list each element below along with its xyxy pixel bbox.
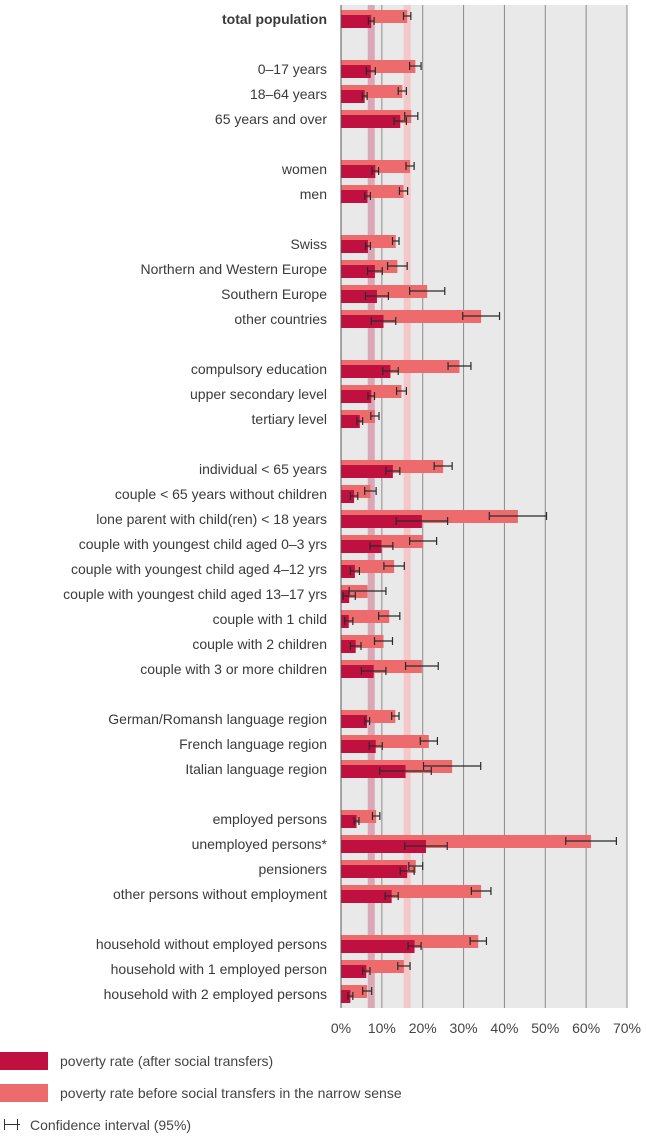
legend-swatch-before: [0, 1084, 48, 1102]
plot-background: [341, 5, 627, 1008]
x-tick-label-30: 30%: [450, 1020, 478, 1036]
category-label-20: couple with 2 children: [192, 636, 327, 652]
legend-item-ci: Confidence interval (95%): [0, 1114, 191, 1136]
category-label-15: lone parent with child(ren) < 18 years: [96, 511, 327, 527]
category-label-7: Northern and Western Europe: [140, 261, 327, 277]
category-label-26: unemployed persons*: [192, 836, 328, 852]
category-label-3: 65 years and over: [215, 111, 327, 127]
category-label-0: total population: [222, 11, 327, 27]
category-label-2: 18–64 years: [250, 86, 327, 102]
bar-after-28: [341, 890, 392, 903]
x-tick-label-70: 70%: [613, 1020, 641, 1036]
bar-after-3: [341, 115, 400, 128]
x-tick-label-0: 0%: [331, 1020, 351, 1036]
category-label-9: other countries: [234, 311, 327, 327]
category-label-5: men: [300, 186, 327, 202]
bar-after-6: [341, 240, 368, 253]
category-label-28: other persons without employment: [113, 886, 327, 902]
legend-swatch-after: [0, 1052, 48, 1070]
bar-after-4: [341, 165, 375, 178]
category-label-31: household with 2 employed persons: [104, 986, 327, 1002]
bar-after-5: [341, 190, 368, 203]
bar-after-11: [341, 390, 371, 403]
legend-item-after: poverty rate (after social transfers): [0, 1050, 273, 1072]
category-label-16: couple with youngest child aged 0–3 yrs: [79, 536, 327, 552]
x-tick-label-20: 20%: [409, 1020, 437, 1036]
bar-after-27: [341, 865, 407, 878]
total-before-reference-band: [404, 5, 411, 1008]
category-label-14: couple < 65 years without children: [115, 486, 327, 502]
x-tick-label-40: 40%: [490, 1020, 518, 1036]
legend-label-after: poverty rate (after social transfers): [60, 1053, 273, 1069]
category-label-13: individual < 65 years: [199, 461, 327, 477]
bar-after-2: [341, 90, 365, 103]
category-label-22: German/Romansh language region: [108, 711, 327, 727]
bar-after-29: [341, 940, 415, 953]
confidence-interval-icon: [4, 1119, 20, 1131]
poverty-rate-chart: total population 0–17 years 18–64 years 65 …: [0, 0, 646, 1040]
category-label-10: compulsory education: [191, 361, 327, 377]
category-label-19: couple with 1 child: [213, 611, 327, 627]
category-label-27: pensioners: [259, 861, 328, 877]
category-label-6: Swiss: [290, 236, 327, 252]
category-label-29: household without employed persons: [96, 936, 327, 952]
category-label-1: 0–17 years: [258, 61, 327, 77]
category-label-30: household with 1 employed person: [111, 961, 327, 977]
legend-item-before: poverty rate before social transfers in …: [0, 1082, 402, 1104]
total-after-reference-band: [368, 5, 375, 1008]
category-label-17: couple with youngest child aged 4–12 yrs: [71, 561, 327, 577]
category-label-25: employed persons: [213, 811, 327, 827]
x-tick-label-10: 10%: [368, 1020, 396, 1036]
x-tick-label-60: 60%: [572, 1020, 600, 1036]
x-tick-label-50: 50%: [531, 1020, 559, 1036]
category-label-4: women: [281, 161, 327, 177]
category-label-8: Southern Europe: [221, 286, 327, 302]
category-label-24: Italian language region: [185, 761, 327, 777]
bar-after-13: [341, 465, 393, 478]
legend-label-before: poverty rate before social transfers in …: [60, 1085, 402, 1101]
bar-after-0: [341, 15, 371, 28]
category-label-12: tertiary level: [252, 411, 327, 427]
category-label-23: French language region: [179, 736, 327, 752]
bar-after-22: [341, 715, 367, 728]
category-label-18: couple with youngest child aged 13–17 yr…: [63, 586, 327, 602]
legend-label-ci: Confidence interval (95%): [30, 1117, 191, 1133]
category-label-11: upper secondary level: [190, 386, 327, 402]
category-label-21: couple with 3 or more children: [140, 661, 327, 677]
